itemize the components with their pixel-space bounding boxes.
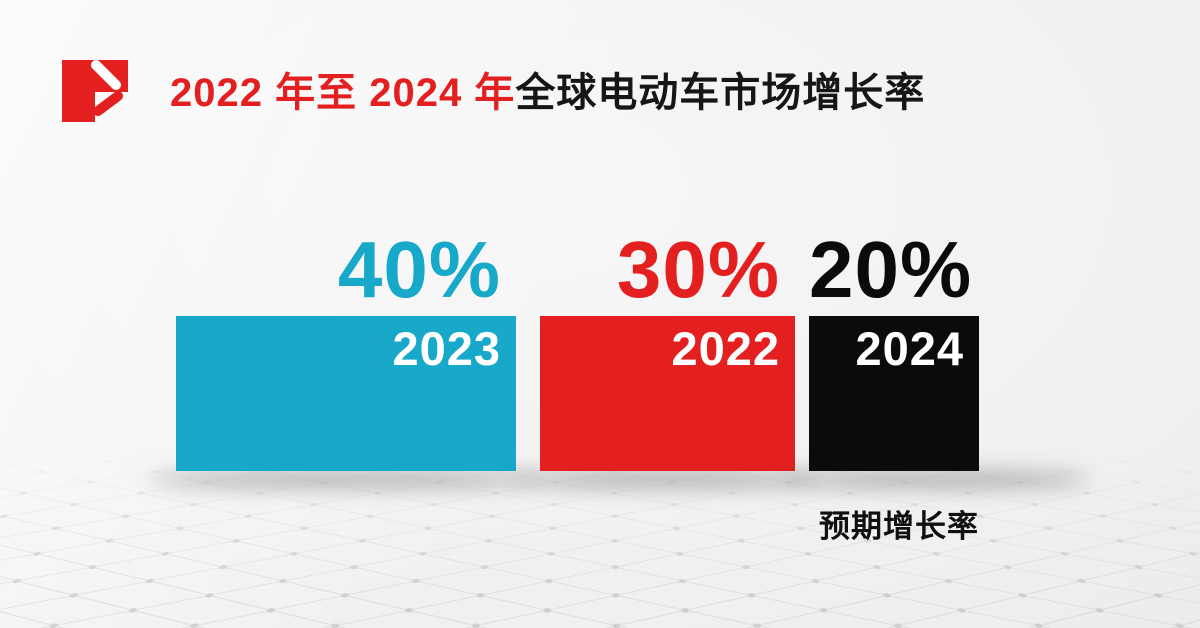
bar-value-label: 40%	[337, 225, 501, 314]
bar-value-label: 30%	[616, 225, 780, 314]
page-title-subject: 全球电动车市场增长率	[515, 71, 926, 115]
bar-shadow	[148, 472, 536, 487]
bar-2022: 2022	[540, 316, 795, 471]
bar-shadow	[512, 472, 815, 487]
bar-year-label: 2024	[855, 322, 964, 375]
bar-year-label: 2022	[671, 322, 780, 375]
bar-shadow	[781, 472, 1089, 487]
page-title-years: 2022 年至 2024 年	[170, 71, 516, 115]
page-title: 2022 年至 2024 年全球电动车市场增长率	[170, 69, 925, 113]
bar-year-label: 2023	[392, 322, 501, 375]
logo-stroke-top	[91, 60, 121, 90]
bar-value-label: 20%	[809, 225, 973, 314]
bar-2024: 2024	[809, 316, 979, 471]
header: 2022 年至 2024 年全球电动车市场增长率	[62, 60, 925, 122]
bar-2023: 2023	[176, 316, 516, 471]
logo-stroke-bottom	[93, 91, 123, 116]
chart-footnote: 预期增长率	[819, 509, 979, 544]
brand-logo-icon	[62, 60, 128, 122]
